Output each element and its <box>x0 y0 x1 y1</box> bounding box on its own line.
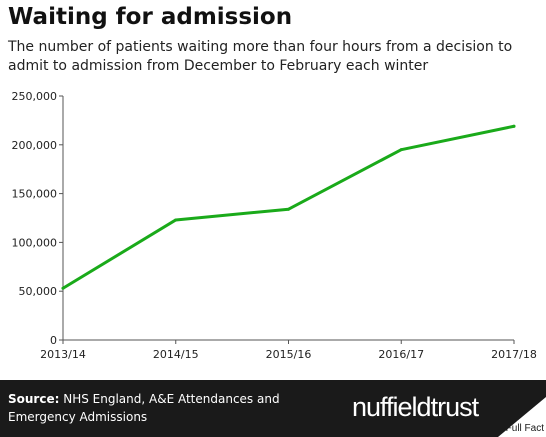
data-point <box>512 124 516 128</box>
data-point <box>287 207 290 211</box>
y-tick-label: 50,000 <box>19 285 58 298</box>
line-chart: 0 50,000 100,000 150,000 200,000 250,000 2013/… <box>12 90 537 361</box>
nuffield-trust-logo: nuffieldtrust <box>352 392 479 422</box>
source-note: Source: NHS England, A&E Attendances and… <box>8 390 308 426</box>
data-point <box>174 218 178 222</box>
source-text: NHS England, A&E Attendances and Emergen… <box>8 392 280 424</box>
source-label: Source: <box>8 392 60 406</box>
x-tick-label: 2015/16 <box>266 348 312 361</box>
x-tick-label: 2016/17 <box>378 348 424 361</box>
y-tick-label: 200,000 <box>12 139 58 152</box>
x-tick-label: 2013/14 <box>40 348 86 361</box>
full-fact-corner-icon <box>498 397 546 437</box>
data-point <box>399 148 403 152</box>
data-point <box>61 286 65 290</box>
chart-title: Waiting for admission <box>8 4 293 30</box>
y-tick-label: 250,000 <box>12 90 58 103</box>
series-line <box>61 124 516 290</box>
y-tick-label: 100,000 <box>12 236 58 249</box>
x-tick-label: 2014/15 <box>153 348 199 361</box>
y-tick-label: 150,000 <box>12 188 58 201</box>
full-fact-watermark: Full Fact <box>505 423 544 434</box>
footer: Source: NHS England, A&E Attendances and… <box>0 380 546 437</box>
chart-subtitle: The number of patients waiting more than… <box>8 39 513 74</box>
x-tick-label: 2017/18 <box>491 348 537 361</box>
y-tick-label: 0 <box>50 334 57 347</box>
